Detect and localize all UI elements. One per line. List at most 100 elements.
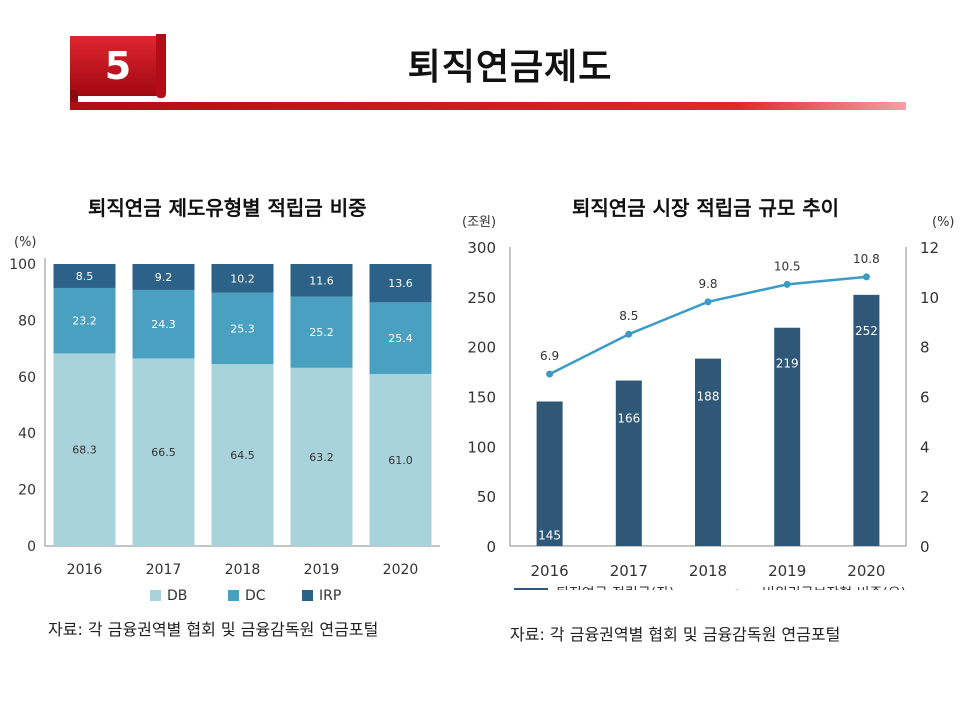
data-label: 9.2 bbox=[155, 271, 173, 284]
bar-segment-dc bbox=[132, 289, 195, 359]
x-tick-label: 2017 bbox=[146, 562, 182, 578]
y-tick-label: 60 bbox=[18, 370, 36, 386]
right-chart-source: 자료: 각 금융권역별 협회 및 금융감독원 연금포털 bbox=[510, 625, 841, 644]
header-underline-shape bbox=[70, 102, 906, 110]
left-y-tick-label: 100 bbox=[467, 438, 496, 456]
data-label: 25.2 bbox=[309, 326, 334, 339]
left-y-tick-label: 250 bbox=[467, 289, 496, 307]
right-y-tick-label: 0 bbox=[920, 538, 930, 556]
legend-swatch bbox=[302, 590, 313, 601]
x-tick-label: 2016 bbox=[67, 562, 103, 578]
bar bbox=[853, 294, 880, 546]
y-tick-label: 0 bbox=[27, 539, 36, 555]
bar-data-label: 145 bbox=[538, 528, 561, 542]
bar-segment-irp bbox=[290, 264, 353, 297]
bar-segment-dc bbox=[290, 296, 353, 368]
data-label: 8.5 bbox=[76, 270, 94, 283]
legend-label: DC bbox=[245, 588, 266, 604]
line-data-label: 10.8 bbox=[853, 252, 880, 266]
line-point bbox=[862, 273, 870, 281]
line-data-label: 10.5 bbox=[774, 259, 801, 273]
badge-shape bbox=[68, 30, 166, 106]
data-label: 68.3 bbox=[72, 444, 97, 457]
right-chart-title: 퇴직연금 시장 적립금 규모 추이 bbox=[572, 196, 840, 220]
bar-segment-irp bbox=[211, 264, 274, 293]
bar-data-label: 166 bbox=[617, 412, 640, 426]
bar bbox=[615, 380, 642, 546]
line-point bbox=[625, 330, 633, 338]
x-tick-label: 2018 bbox=[689, 562, 727, 580]
y-tick-label: 80 bbox=[18, 313, 36, 329]
slide-number: 5 bbox=[104, 44, 132, 88]
line-data-label: 6.9 bbox=[540, 349, 559, 363]
data-label: 24.3 bbox=[151, 318, 176, 331]
bar bbox=[695, 358, 721, 546]
legend-label-bar: 퇴직연금 적립금(좌) bbox=[556, 586, 674, 590]
legend-swatch-bar bbox=[514, 588, 548, 590]
page-title: 퇴직연금제도 bbox=[407, 47, 613, 88]
slide-number-badge: 5 bbox=[68, 30, 166, 106]
line-data-label: 9.8 bbox=[698, 277, 717, 291]
right-y-tick-label: 6 bbox=[920, 389, 930, 407]
bar-data-label: 188 bbox=[697, 390, 720, 404]
data-label: 25.3 bbox=[230, 322, 255, 335]
right-y-tick-label: 12 bbox=[920, 239, 939, 257]
bar-segment-db bbox=[290, 367, 353, 546]
legend-label-line: 비원리금보장형 비중(우) bbox=[762, 586, 906, 590]
y-axis-unit: (%) bbox=[14, 235, 37, 250]
line-point bbox=[704, 298, 712, 306]
legend-swatch bbox=[228, 590, 239, 601]
line-point bbox=[546, 370, 554, 378]
x-tick-label: 2020 bbox=[383, 562, 419, 578]
right-axis-unit: (%) bbox=[932, 215, 955, 230]
legend-swatch-line-marker bbox=[735, 589, 739, 590]
data-label: 63.2 bbox=[309, 451, 334, 464]
x-tick-label: 2016 bbox=[531, 562, 569, 580]
left-y-tick-label: 50 bbox=[477, 488, 496, 506]
legend-label: DB bbox=[167, 588, 187, 604]
bar-segment-db bbox=[369, 373, 432, 546]
data-label: 66.5 bbox=[151, 446, 176, 459]
y-tick-label: 100 bbox=[9, 257, 36, 273]
right-chart: (조원) (%) 0 50 100 150 200 250 300 0 2 4 6 8 10 12 145 201… bbox=[462, 215, 955, 590]
bar-segment-dc bbox=[369, 302, 432, 374]
right-y-tick-label: 2 bbox=[920, 488, 930, 506]
data-label: 64.5 bbox=[230, 449, 255, 462]
bar-segment-dc bbox=[211, 292, 274, 365]
x-tick-label: 2018 bbox=[225, 562, 261, 578]
bar-data-label: 252 bbox=[855, 324, 878, 338]
left-y-tick-label: 200 bbox=[467, 339, 496, 357]
data-label: 10.2 bbox=[230, 272, 255, 285]
bar-segment-irp bbox=[132, 264, 195, 290]
bar bbox=[536, 401, 563, 546]
bar-segment-irp bbox=[369, 264, 432, 303]
data-label: 61.0 bbox=[388, 454, 413, 467]
right-y-tick-label: 4 bbox=[920, 438, 930, 456]
bar-segment-db bbox=[132, 358, 195, 546]
left-y-tick-label: 300 bbox=[467, 239, 496, 257]
left-y-tick-label: 150 bbox=[467, 389, 496, 407]
data-label: 25.4 bbox=[388, 332, 413, 345]
line-point bbox=[783, 280, 791, 288]
header-underline bbox=[70, 95, 906, 110]
data-label: 13.6 bbox=[388, 277, 413, 290]
left-chart: (%) 0 20 40 60 80 100 68.3 23.2 8.5 2016 66.5 24.3 9.… bbox=[9, 235, 440, 604]
x-tick-label: 2017 bbox=[610, 562, 648, 580]
bar-segment-db bbox=[53, 353, 116, 546]
bar-segment-db bbox=[211, 364, 274, 546]
right-y-tick-label: 10 bbox=[920, 289, 939, 307]
x-tick-label: 2019 bbox=[768, 562, 806, 580]
data-label: 23.2 bbox=[72, 315, 97, 328]
legend-swatch bbox=[150, 590, 161, 601]
left-chart-title: 퇴직연금 제도유형별 적립금 비중 bbox=[88, 196, 367, 220]
left-y-tick-label: 0 bbox=[486, 538, 496, 556]
x-tick-label: 2019 bbox=[304, 562, 340, 578]
bar bbox=[774, 327, 801, 546]
right-y-tick-label: 8 bbox=[920, 339, 930, 357]
bar-segment-irp bbox=[53, 264, 116, 288]
line-data-label: 8.5 bbox=[619, 309, 638, 323]
left-chart-source: 자료: 각 금융권역별 협회 및 금융감독원 연금포털 bbox=[48, 620, 379, 639]
legend-label: IRP bbox=[319, 588, 341, 604]
data-label: 11.6 bbox=[309, 274, 334, 287]
y-tick-label: 40 bbox=[18, 426, 36, 442]
